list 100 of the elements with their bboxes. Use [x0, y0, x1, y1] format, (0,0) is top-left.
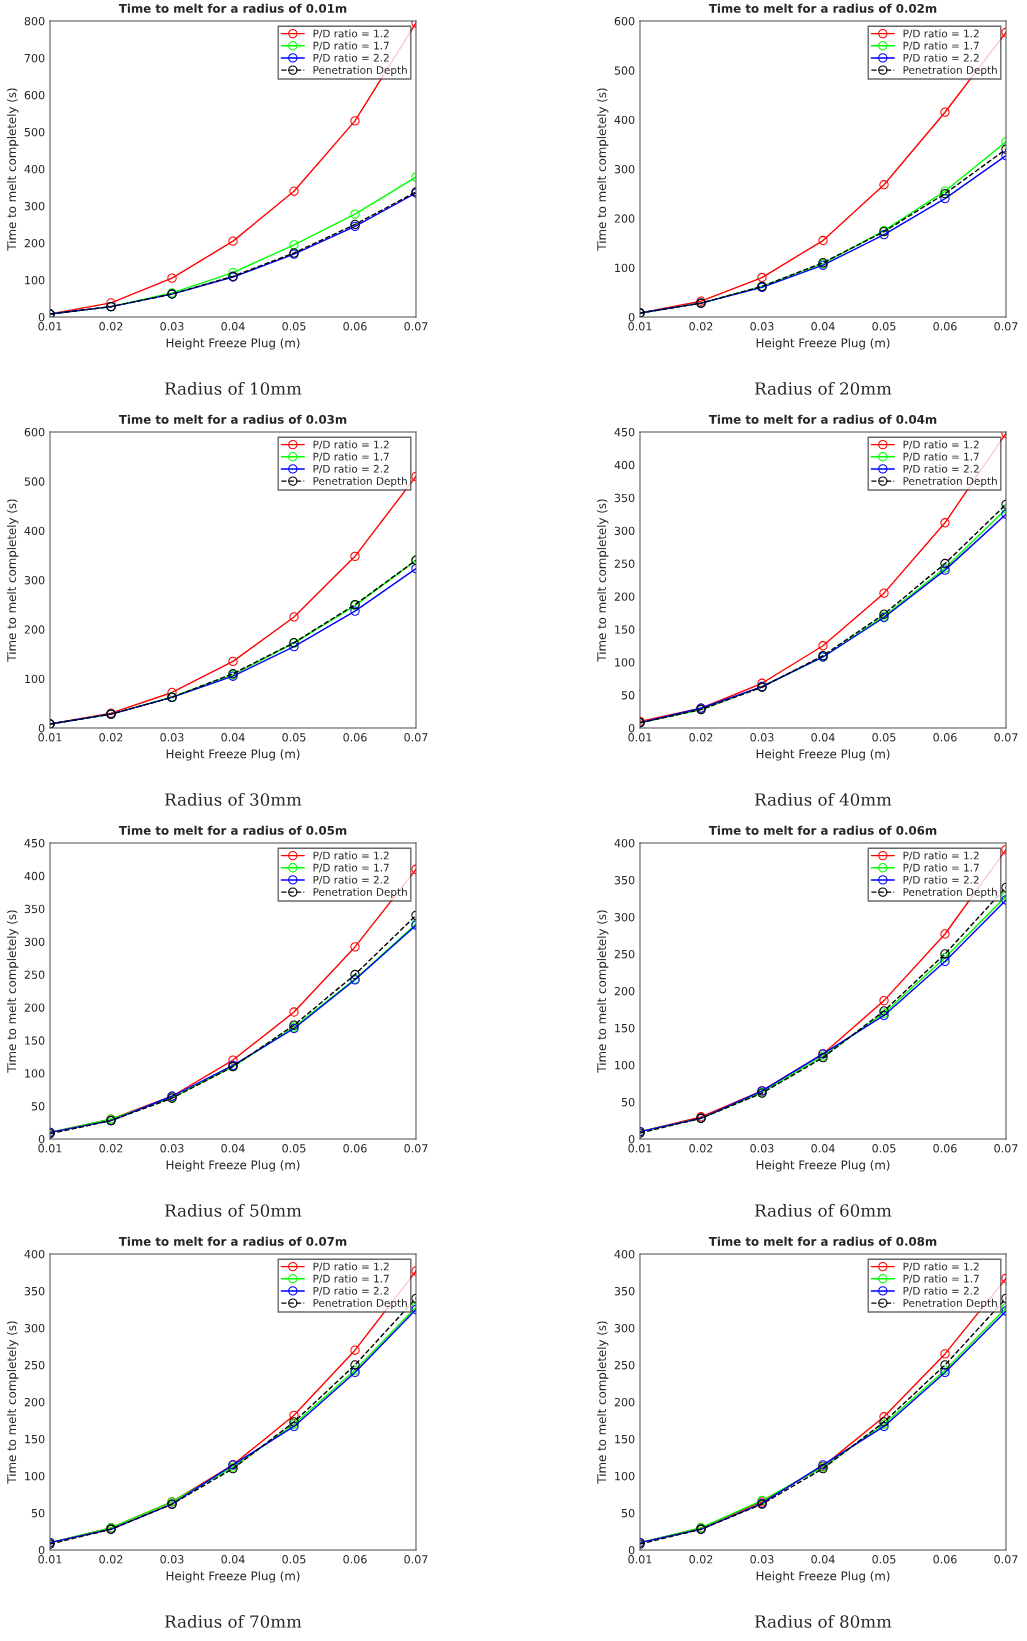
chart-title: Time to melt for a radius of 0.04m: [708, 414, 937, 424]
x-tick-label: 0.05: [872, 1555, 896, 1564]
legend-label: P/D ratio = 1.2: [313, 440, 389, 450]
y-tick-label: 150: [615, 1023, 635, 1033]
y-axis-title: Time to melt completely (s): [6, 499, 19, 662]
y-axis-title: Time to melt completely (s): [596, 499, 609, 662]
y-axis-title: Time to melt completely (s): [6, 910, 19, 1073]
x-tick-label: 0.07: [404, 1144, 428, 1153]
legend-label: P/D ratio = 2.2: [313, 53, 389, 63]
x-tick-label: 0.01: [628, 322, 652, 331]
y-tick-label: 250: [24, 970, 45, 979]
x-tick-label: 0.03: [160, 322, 184, 331]
y-tick-label: 300: [614, 164, 635, 174]
x-axis-title: Height Freeze Plug (m): [166, 338, 300, 350]
legend-label: P/D ratio = 1.7: [903, 452, 979, 462]
legend-label: P/D ratio = 1.2: [903, 440, 979, 450]
legend-label: P/D ratio = 1.7: [903, 863, 979, 873]
y-axis-title: Time to melt completely (s): [596, 1321, 609, 1484]
legend-label: P/D ratio = 1.2: [313, 1262, 389, 1272]
y-tick-label: 250: [614, 1360, 635, 1370]
y-tick-label: 600: [614, 16, 635, 26]
legend-label: P/D ratio = 2.2: [313, 464, 389, 474]
x-tick-label: 0.01: [38, 733, 62, 742]
x-tick-label: 0.03: [750, 1144, 774, 1153]
x-tick-label: 0.06: [343, 1555, 367, 1564]
y-tick-label: 350: [614, 1286, 635, 1296]
legend-label: P/D ratio = 1.2: [903, 29, 979, 39]
x-tick-label: 0.04: [221, 733, 245, 742]
y-tick-label: 350: [24, 1286, 45, 1296]
legend-label: P/D ratio = 1.7: [313, 863, 389, 873]
y-tick-label: 400: [24, 871, 45, 881]
x-tick-label: 0.01: [628, 1555, 652, 1564]
x-tick-label: 0.03: [160, 1555, 184, 1564]
y-tick-label: 50: [621, 1097, 635, 1107]
x-axis-title: Height Freeze Plug (m): [166, 1160, 300, 1172]
y-tick-label: 100: [25, 674, 45, 684]
y-tick-label: 400: [24, 164, 45, 174]
x-tick-label: 0.01: [628, 1144, 652, 1153]
y-axis-title: Time to melt completely (s): [596, 88, 609, 251]
y-tick-label: 0: [38, 1134, 45, 1144]
chart-title: Time to melt for a radius of 0.06m: [708, 825, 937, 835]
y-tick-label: 0: [38, 1545, 45, 1555]
x-tick-label: 0.07: [404, 733, 428, 742]
y-tick-label: 50: [621, 691, 635, 700]
y-tick-label: 600: [24, 90, 45, 100]
y-tick-label: 400: [614, 115, 635, 125]
text: Radius of 50mm: [165, 1203, 302, 1217]
x-tick-label: 0.04: [811, 733, 835, 742]
y-tick-label: 450: [24, 838, 45, 848]
y-tick-label: 400: [24, 1249, 45, 1259]
y-tick-label: 0: [628, 1545, 635, 1555]
x-axis-title: Height Freeze Plug (m): [756, 749, 890, 761]
text: Radius of 80mm: [755, 1614, 892, 1628]
legend-label: P/D ratio = 2.2: [313, 875, 389, 885]
x-tick-label: 0.03: [160, 733, 184, 742]
y-tick-label: 50: [31, 1102, 45, 1111]
y-tick-label: 400: [614, 838, 635, 848]
y-tick-label: 300: [614, 1323, 635, 1333]
y-tick-label: 450: [614, 427, 635, 437]
legend-label: Penetration Depth: [313, 887, 407, 898]
x-axis-title: Height Freeze Plug (m): [166, 1571, 300, 1583]
x-tick-label: 0.05: [282, 1555, 306, 1564]
legend-label: Penetration Depth: [903, 476, 997, 487]
legend-label: P/D ratio = 1.7: [903, 1274, 979, 1284]
x-tick-label: 0.02: [99, 322, 123, 331]
y-tick-label: 400: [614, 460, 635, 470]
legend-label: P/D ratio = 2.2: [313, 1286, 389, 1296]
legend-label: P/D ratio = 1.7: [313, 1274, 389, 1284]
y-tick-label: 100: [615, 658, 635, 667]
chart-title: Time to melt for a radius of 0.05m: [118, 825, 347, 835]
x-tick-label: 0.04: [221, 322, 245, 331]
y-tick-label: 200: [614, 214, 635, 223]
y-tick-label: 150: [25, 1036, 45, 1045]
x-tick-label: 0.07: [404, 322, 428, 331]
x-tick-label: 0.01: [38, 322, 62, 331]
text: Radius of 70mm: [165, 1614, 302, 1628]
x-tick-label: 0.05: [282, 733, 306, 742]
legend-label: P/D ratio = 2.2: [903, 875, 979, 885]
y-tick-label: 200: [614, 592, 635, 601]
y-tick-label: 800: [24, 16, 45, 26]
x-tick-label: 0.06: [343, 1144, 367, 1153]
y-tick-label: 500: [24, 477, 45, 486]
legend-label: Penetration Depth: [313, 1298, 407, 1309]
x-tick-label: 0.06: [933, 1144, 957, 1153]
y-tick-label: 350: [24, 904, 45, 914]
legend-label: P/D ratio = 1.2: [313, 29, 389, 39]
x-tick-label: 0.07: [994, 1144, 1018, 1153]
x-tick-label: 0.02: [99, 733, 123, 742]
y-tick-label: 100: [615, 263, 635, 273]
x-tick-label: 0.07: [994, 322, 1018, 331]
y-tick-label: 150: [615, 1434, 635, 1444]
text: Radius of 60mm: [755, 1203, 892, 1217]
legend-label: P/D ratio = 1.2: [903, 851, 979, 861]
x-tick-label: 0.06: [933, 1555, 957, 1564]
chart-title: Time to melt for a radius of 0.08m: [708, 1236, 937, 1246]
chart-title: Time to melt for a radius of 0.02m: [708, 3, 937, 13]
y-tick-label: 300: [614, 912, 635, 922]
x-tick-label: 0.01: [38, 1555, 62, 1564]
y-tick-label: 0: [628, 1134, 635, 1144]
y-tick-label: 300: [24, 575, 45, 585]
